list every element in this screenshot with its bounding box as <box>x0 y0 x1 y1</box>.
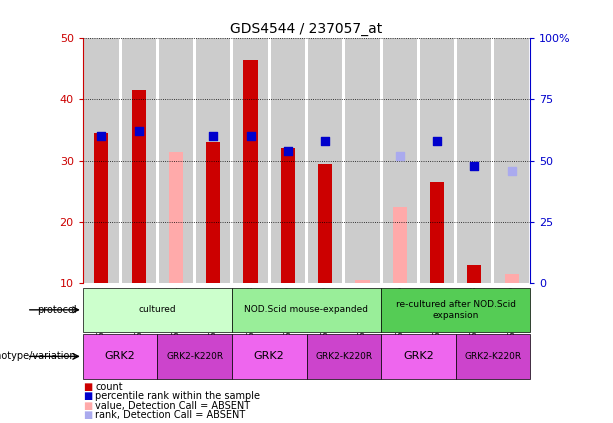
Bar <box>308 38 342 283</box>
Bar <box>420 38 454 283</box>
Text: protocol: protocol <box>37 305 77 315</box>
Text: re-cultured after NOD.Scid
expansion: re-cultured after NOD.Scid expansion <box>395 300 516 319</box>
Text: GRK2-K220R: GRK2-K220R <box>315 352 372 361</box>
Bar <box>94 133 109 283</box>
Bar <box>381 288 530 332</box>
Text: cultured: cultured <box>139 305 176 314</box>
Bar <box>281 148 295 283</box>
Point <box>283 148 293 154</box>
Bar <box>243 60 257 283</box>
Point <box>395 152 405 159</box>
Bar <box>457 38 492 283</box>
Bar <box>83 288 232 332</box>
Bar <box>83 334 158 379</box>
Point <box>208 133 218 140</box>
Bar <box>196 38 230 283</box>
Text: percentile rank within the sample: percentile rank within the sample <box>95 391 260 401</box>
Text: ■: ■ <box>83 401 92 411</box>
Text: genotype/variation: genotype/variation <box>0 352 77 361</box>
Bar <box>381 334 455 379</box>
Bar <box>232 288 381 332</box>
Text: rank, Detection Call = ABSENT: rank, Detection Call = ABSENT <box>95 410 245 420</box>
Bar <box>345 38 379 283</box>
Point <box>432 138 442 145</box>
Point <box>320 138 330 145</box>
Point <box>470 162 479 169</box>
Bar <box>234 38 268 283</box>
Bar <box>504 274 519 283</box>
Text: GRK2-K220R: GRK2-K220R <box>166 352 223 361</box>
Bar <box>383 38 417 283</box>
Text: value, Detection Call = ABSENT: value, Detection Call = ABSENT <box>95 401 250 411</box>
Point <box>246 133 256 140</box>
Text: ■: ■ <box>83 410 92 420</box>
Bar <box>159 38 193 283</box>
Text: GRK2: GRK2 <box>403 352 434 361</box>
Bar <box>271 38 305 283</box>
Text: GRK2-K220R: GRK2-K220R <box>465 352 522 361</box>
Text: NOD.Scid mouse-expanded: NOD.Scid mouse-expanded <box>245 305 368 314</box>
Title: GDS4544 / 237057_at: GDS4544 / 237057_at <box>230 22 383 36</box>
Bar <box>318 164 332 283</box>
Bar <box>306 334 381 379</box>
Point <box>507 167 517 174</box>
Bar <box>430 182 444 283</box>
Bar <box>169 151 183 283</box>
Bar <box>467 265 481 283</box>
Point <box>96 133 106 140</box>
Bar <box>455 334 530 379</box>
Bar <box>232 334 306 379</box>
Text: ■: ■ <box>83 391 92 401</box>
Bar <box>121 38 156 283</box>
Bar <box>393 207 407 283</box>
Bar <box>206 142 220 283</box>
Text: GRK2: GRK2 <box>254 352 284 361</box>
Bar <box>356 280 370 283</box>
Bar <box>84 38 118 283</box>
Text: GRK2: GRK2 <box>105 352 135 361</box>
Text: ■: ■ <box>83 382 92 392</box>
Bar <box>158 334 232 379</box>
Text: count: count <box>95 382 123 392</box>
Bar <box>132 90 146 283</box>
Bar <box>495 38 529 283</box>
Point <box>134 128 143 135</box>
